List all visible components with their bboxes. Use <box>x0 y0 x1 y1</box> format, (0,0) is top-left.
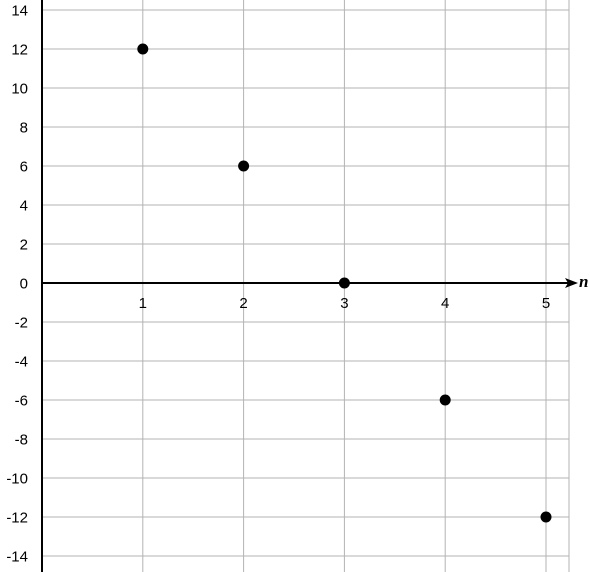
y-tick-label: 8 <box>20 120 28 137</box>
y-tick-label: -12 <box>6 510 28 527</box>
y-tick-labels: 14 12 10 8 6 4 2 0 -2 -4 -6 -8 -10 -12 -14 <box>6 3 28 566</box>
x-tick-label: 2 <box>239 295 247 312</box>
y-tick-label: -2 <box>15 315 28 332</box>
data-point <box>238 160 250 172</box>
y-tick-label: 12 <box>11 42 28 59</box>
y-tick-label: 0 <box>20 276 28 293</box>
data-point <box>338 277 350 289</box>
data-point <box>137 43 149 55</box>
x-tick-labels: 1 2 3 4 5 <box>139 295 551 312</box>
y-tick-label: 6 <box>20 159 28 176</box>
data-point <box>540 511 552 523</box>
y-tick-label: 4 <box>20 198 28 215</box>
y-tick-label: 10 <box>11 81 28 98</box>
y-tick-label: -8 <box>15 432 28 449</box>
y-tick-label: -4 <box>15 354 28 371</box>
x-axis-arrowhead <box>565 278 578 288</box>
y-tick-label: 14 <box>11 3 28 20</box>
x-axis-label: n <box>579 272 588 291</box>
data-points <box>137 43 552 523</box>
axes: n <box>41 0 588 572</box>
x-tick-label: 5 <box>542 295 550 312</box>
y-tick-label: -10 <box>6 471 28 488</box>
y-tick-label: 2 <box>20 237 28 254</box>
x-tick-label: 4 <box>441 295 449 312</box>
data-point <box>439 394 451 406</box>
y-tick-label: -14 <box>6 549 28 566</box>
grid <box>42 0 570 572</box>
x-tick-label: 3 <box>340 295 348 312</box>
x-tick-label: 1 <box>139 295 147 312</box>
y-tick-label: -6 <box>15 393 28 410</box>
